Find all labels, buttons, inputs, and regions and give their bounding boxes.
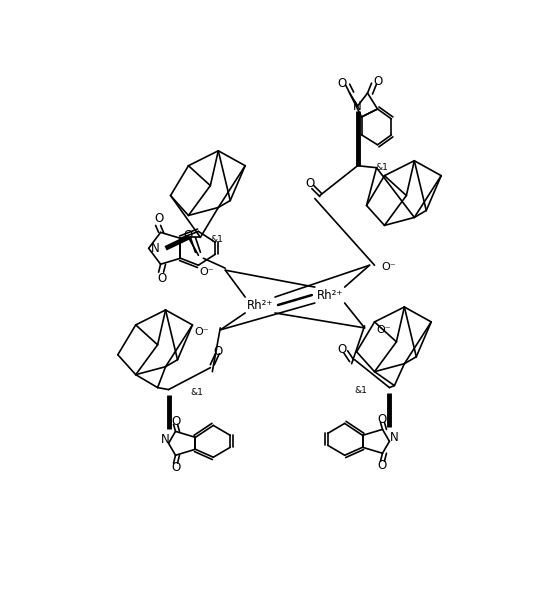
Text: Rh²⁺: Rh²⁺ <box>316 288 343 302</box>
Text: O: O <box>373 75 382 88</box>
Text: O: O <box>171 461 180 474</box>
Text: O: O <box>378 413 387 426</box>
Text: &1: &1 <box>375 163 389 172</box>
Text: N: N <box>390 431 399 444</box>
Text: O: O <box>337 343 346 356</box>
Text: O: O <box>184 229 193 242</box>
Text: N: N <box>151 242 160 255</box>
Text: O⁻: O⁻ <box>199 267 214 277</box>
Text: O⁻: O⁻ <box>376 325 391 335</box>
Text: N: N <box>161 433 170 446</box>
Text: O: O <box>157 272 166 285</box>
Text: &1: &1 <box>191 388 203 397</box>
Text: O: O <box>171 415 180 428</box>
Text: O: O <box>214 345 223 358</box>
Text: O: O <box>154 212 163 225</box>
Text: O: O <box>378 459 387 472</box>
Text: O⁻: O⁻ <box>381 262 396 272</box>
Text: Rh²⁺: Rh²⁺ <box>247 299 274 312</box>
Text: &1: &1 <box>210 235 223 244</box>
Text: O: O <box>337 76 346 89</box>
Text: O⁻: O⁻ <box>194 327 208 337</box>
Text: N: N <box>353 100 362 113</box>
Text: O: O <box>305 177 315 190</box>
Text: &1: &1 <box>355 386 368 395</box>
